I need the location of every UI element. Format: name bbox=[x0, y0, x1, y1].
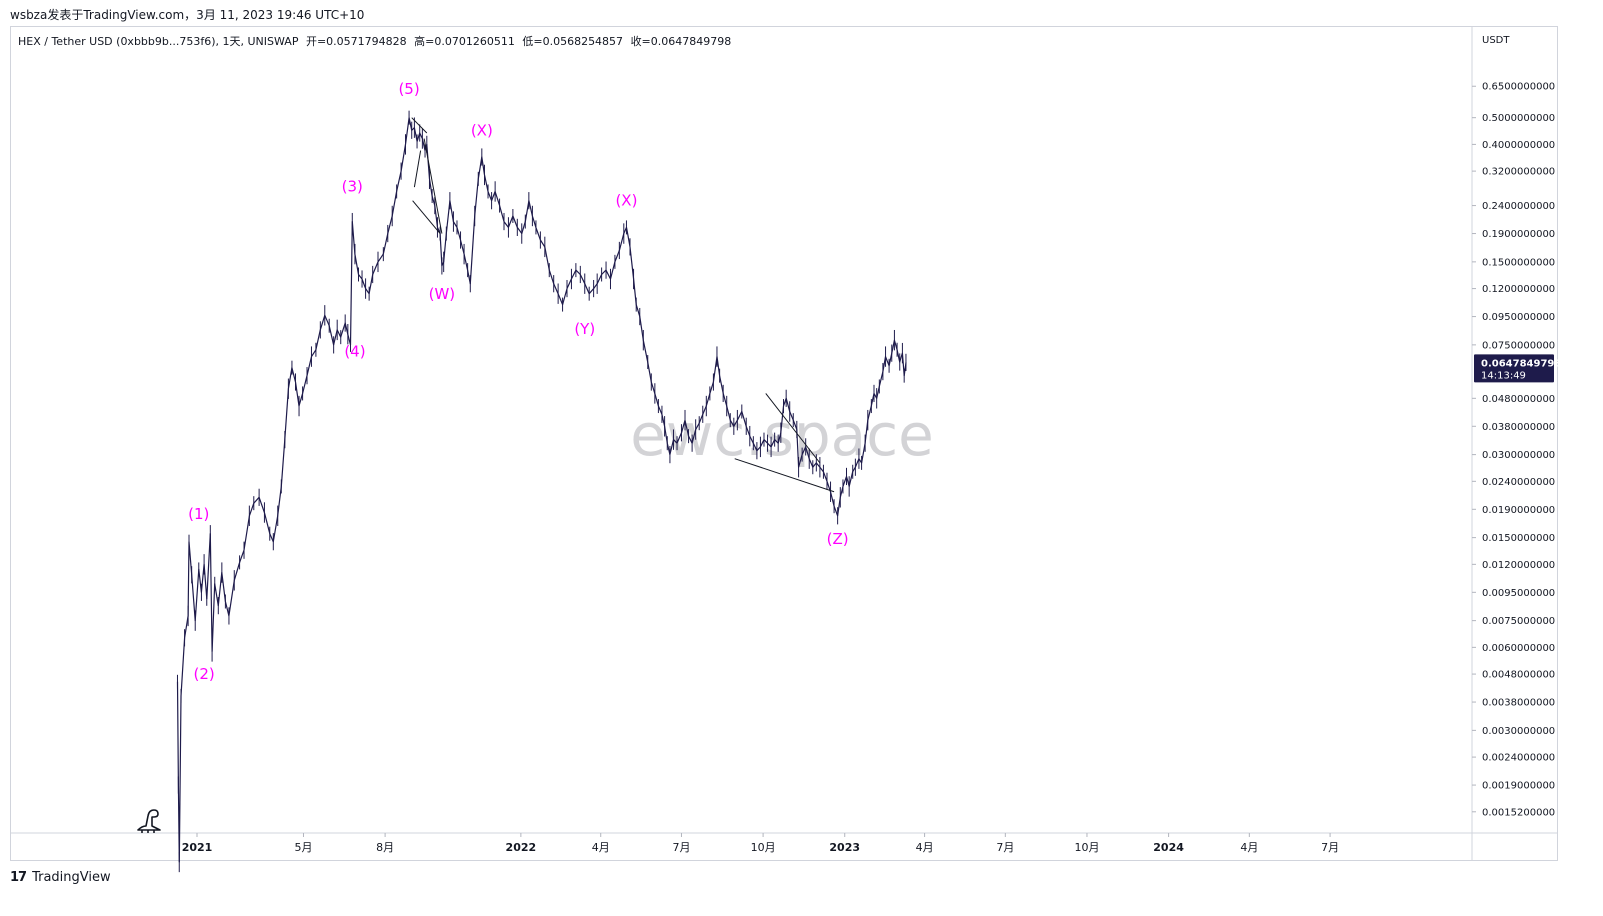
open-value: 开=0.0571794828 bbox=[305, 35, 407, 48]
footer-brand-name: TradingView bbox=[32, 870, 111, 885]
footer-brand[interactable]: 17 TradingView bbox=[10, 870, 111, 885]
symbol-legend: HEX / Tether USD (0xbbb9b...753f6), 1天, … bbox=[18, 33, 735, 49]
tradingview-logo-icon: 17 bbox=[10, 870, 27, 885]
close-value: 收=0.0647849798 bbox=[630, 35, 732, 48]
chart-frame[interactable] bbox=[10, 26, 1558, 861]
symbol-name: HEX / Tether USD (0xbbb9b...753f6), 1天, … bbox=[18, 35, 299, 48]
low-value: 低=0.0568254857 bbox=[522, 35, 624, 48]
high-value: 高=0.0701260511 bbox=[414, 35, 515, 48]
publisher-caption: wsbza发表于TradingView.com，3月 11, 2023 19:4… bbox=[10, 8, 365, 22]
